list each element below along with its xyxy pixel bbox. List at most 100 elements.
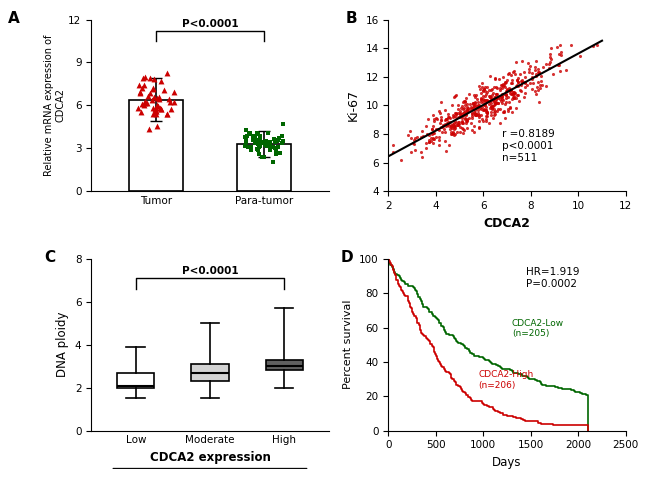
Point — [269, 135, 280, 143]
Point — [451, 109, 462, 117]
Point — [522, 81, 532, 88]
Point — [451, 110, 462, 118]
Point — [435, 120, 445, 127]
Point — [410, 146, 421, 154]
Point — [536, 72, 547, 80]
Point — [489, 108, 499, 116]
Point — [506, 86, 516, 94]
Point — [467, 104, 477, 111]
Point — [455, 123, 465, 131]
Point — [436, 114, 446, 121]
Point — [554, 50, 564, 58]
Point — [466, 120, 476, 127]
Point — [523, 60, 534, 67]
Point — [499, 107, 510, 115]
Point — [140, 97, 151, 105]
Point — [469, 108, 479, 116]
Point — [441, 115, 452, 123]
Point — [270, 150, 281, 158]
Point — [138, 74, 148, 82]
Point — [467, 114, 477, 122]
Point — [496, 81, 506, 89]
Point — [421, 144, 431, 151]
Point — [532, 68, 543, 76]
Point — [450, 124, 460, 132]
Point — [442, 119, 452, 126]
Point — [246, 146, 256, 154]
Point — [530, 63, 540, 71]
Point — [409, 140, 419, 147]
Point — [446, 130, 456, 138]
Point — [537, 82, 547, 89]
Point — [476, 89, 486, 97]
Point — [151, 110, 161, 118]
Point — [486, 108, 496, 115]
Point — [155, 106, 166, 113]
Point — [473, 103, 483, 111]
Point — [509, 88, 519, 96]
Point — [388, 141, 398, 148]
Point — [467, 104, 478, 112]
Point — [150, 107, 161, 114]
Point — [484, 92, 495, 100]
Point — [406, 148, 417, 156]
Point — [241, 139, 252, 146]
Point — [500, 91, 511, 99]
Point — [490, 99, 501, 107]
Point — [494, 75, 504, 83]
Point — [148, 75, 159, 83]
Point — [462, 103, 472, 111]
Point — [492, 91, 502, 98]
Point — [566, 41, 577, 49]
Point — [443, 113, 454, 121]
Point — [500, 79, 510, 87]
Point — [261, 137, 271, 144]
Point — [449, 123, 460, 131]
Point — [482, 108, 492, 116]
Point — [496, 93, 506, 100]
Point — [501, 98, 512, 106]
Point — [478, 105, 489, 113]
Point — [458, 129, 469, 136]
Point — [489, 74, 500, 82]
Point — [446, 121, 456, 129]
Point — [272, 137, 282, 145]
Point — [468, 99, 478, 107]
Point — [470, 99, 480, 107]
Point — [490, 100, 501, 108]
Point — [481, 108, 491, 116]
Point — [274, 134, 284, 142]
Point — [253, 130, 263, 138]
Point — [458, 125, 469, 133]
Point — [452, 120, 463, 128]
Point — [142, 99, 152, 107]
Point — [536, 77, 547, 84]
Point — [512, 76, 523, 84]
Point — [148, 84, 159, 92]
Point — [450, 91, 461, 99]
Point — [482, 108, 493, 116]
Point — [493, 99, 503, 107]
Text: CDCA2-Low
(n=205): CDCA2-Low (n=205) — [512, 319, 564, 338]
Point — [497, 90, 507, 98]
Point — [485, 97, 495, 105]
Point — [408, 139, 418, 147]
Point — [478, 101, 489, 109]
Point — [134, 81, 144, 89]
Point — [508, 89, 518, 97]
Point — [451, 110, 462, 118]
Point — [452, 118, 463, 126]
Point — [467, 99, 478, 107]
Point — [424, 136, 435, 144]
Point — [431, 125, 441, 133]
Point — [242, 132, 252, 140]
Point — [517, 77, 527, 84]
Point — [143, 92, 153, 99]
Point — [475, 98, 486, 106]
Point — [444, 122, 454, 130]
Point — [417, 153, 427, 161]
Point — [502, 86, 512, 94]
Point — [445, 114, 455, 122]
Point — [530, 90, 541, 97]
Point — [501, 87, 512, 95]
